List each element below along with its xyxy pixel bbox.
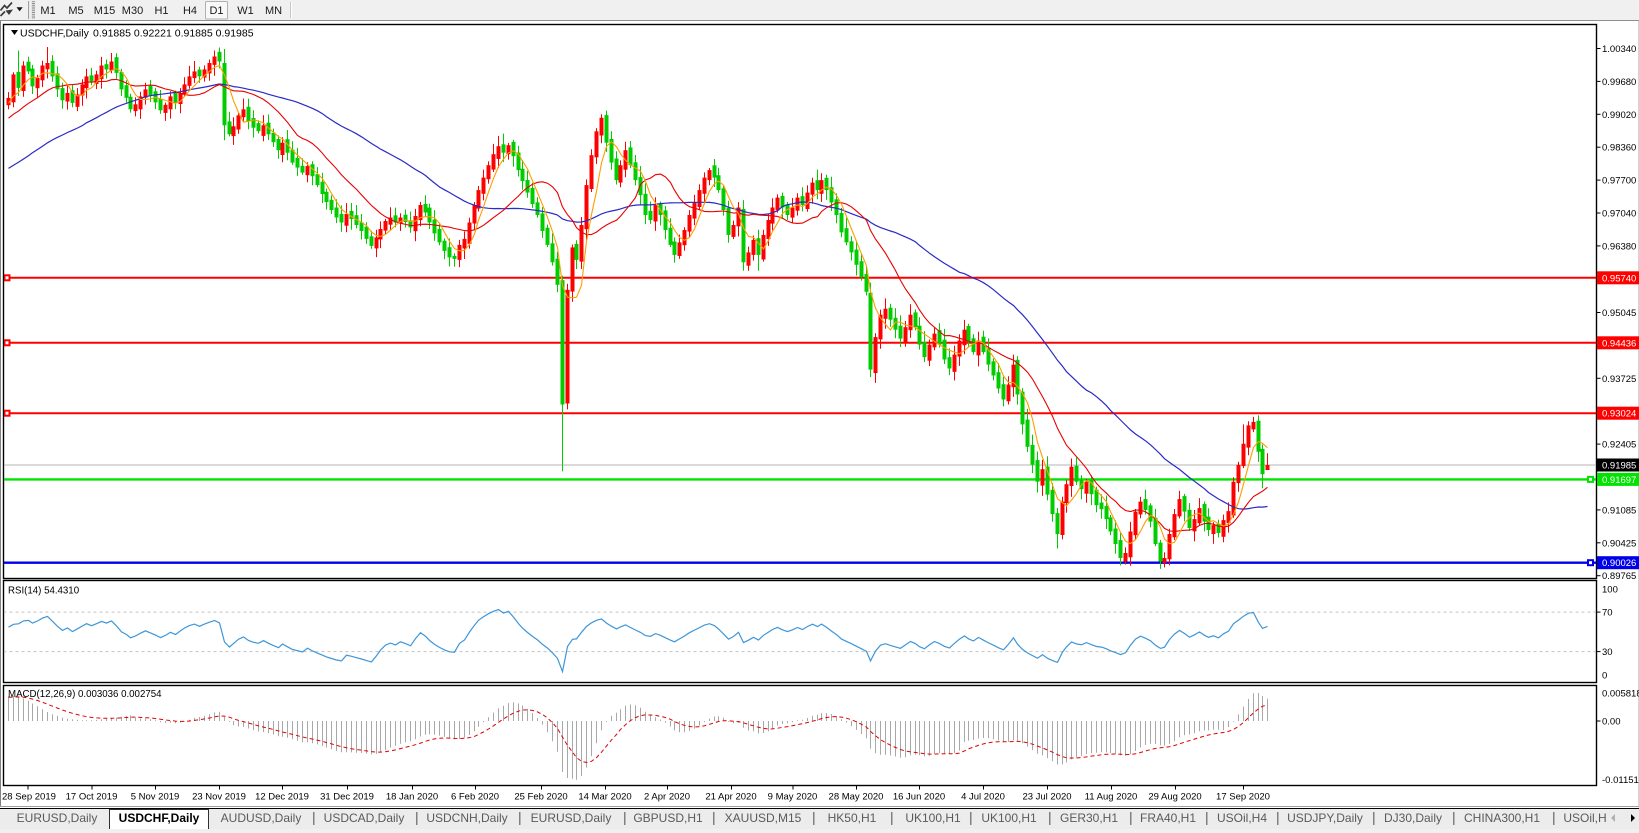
svg-text:USOil,H4: USOil,H4 [1217, 811, 1267, 825]
svg-text:-0.011514: -0.011514 [1602, 775, 1639, 786]
svg-text:GER30,H1: GER30,H1 [1060, 811, 1118, 825]
svg-text:9 May 2020: 9 May 2020 [768, 792, 818, 803]
svg-text:UK100,H1: UK100,H1 [981, 811, 1037, 825]
svg-text:30: 30 [1602, 647, 1613, 658]
svg-text:28 May 2020: 28 May 2020 [829, 792, 884, 803]
svg-text:16 Jun 2020: 16 Jun 2020 [893, 792, 945, 803]
svg-text:USDCNH,Daily: USDCNH,Daily [426, 811, 507, 825]
svg-text:DJ30,Daily: DJ30,Daily [1384, 811, 1442, 825]
svg-text:0.93725: 0.93725 [1602, 374, 1636, 385]
svg-text:0.00: 0.00 [1602, 716, 1621, 727]
svg-text:5 Nov 2019: 5 Nov 2019 [131, 792, 180, 803]
svg-text:11 Aug 2020: 11 Aug 2020 [1085, 792, 1138, 803]
svg-text:0.90425: 0.90425 [1602, 538, 1636, 549]
svg-text:21 Apr 2020: 21 Apr 2020 [705, 792, 756, 803]
svg-text:0.92405: 0.92405 [1602, 440, 1636, 451]
svg-text:0.91885 0.92221 0.91885 0.9198: 0.91885 0.92221 0.91885 0.91985 [93, 28, 254, 40]
svg-text:0.89765: 0.89765 [1602, 571, 1636, 582]
svg-text:H4: H4 [183, 5, 197, 17]
svg-text:70: 70 [1602, 608, 1613, 619]
svg-text:0.90026: 0.90026 [1602, 558, 1636, 569]
svg-text:0.97700: 0.97700 [1602, 176, 1636, 187]
svg-text:USDCAD,Daily: USDCAD,Daily [324, 811, 405, 825]
svg-text:0.99020: 0.99020 [1602, 110, 1636, 121]
svg-text:AUDUSD,Daily: AUDUSD,Daily [221, 811, 302, 825]
svg-text:0.91085: 0.91085 [1602, 505, 1636, 516]
svg-text:GBPUSD,H1: GBPUSD,H1 [633, 811, 703, 825]
svg-text:UK100,H1: UK100,H1 [905, 811, 961, 825]
svg-text:0.93024: 0.93024 [1602, 409, 1636, 420]
svg-text:USDCHF,Daily: USDCHF,Daily [119, 811, 200, 825]
svg-text:14 Mar 2020: 14 Mar 2020 [578, 792, 631, 803]
svg-text:0.94436: 0.94436 [1602, 338, 1636, 349]
svg-text:31 Dec 2019: 31 Dec 2019 [320, 792, 374, 803]
svg-text:29 Aug 2020: 29 Aug 2020 [1148, 792, 1201, 803]
svg-text:M15: M15 [94, 5, 115, 17]
svg-text:18 Jan 2020: 18 Jan 2020 [386, 792, 438, 803]
svg-text:EURUSD,Daily: EURUSD,Daily [17, 811, 98, 825]
svg-text:HK50,H1: HK50,H1 [828, 811, 877, 825]
svg-text:CHINA300,H1: CHINA300,H1 [1464, 811, 1540, 825]
svg-text:17 Sep 2020: 17 Sep 2020 [1216, 792, 1270, 803]
svg-text:D1: D1 [209, 5, 223, 17]
svg-text:0.96380: 0.96380 [1602, 241, 1636, 252]
svg-text:6 Feb 2020: 6 Feb 2020 [451, 792, 499, 803]
svg-text:23 Jul 2020: 23 Jul 2020 [1022, 792, 1071, 803]
svg-text:100: 100 [1602, 584, 1618, 595]
svg-text:0.91697: 0.91697 [1602, 475, 1636, 486]
svg-text:M1: M1 [40, 5, 55, 17]
svg-text:0.95740: 0.95740 [1602, 273, 1636, 284]
svg-text:25 Feb 2020: 25 Feb 2020 [514, 792, 567, 803]
svg-text:USDCHF,Daily: USDCHF,Daily [20, 28, 90, 40]
svg-text:MN: MN [265, 5, 282, 17]
svg-text:0.99680: 0.99680 [1602, 77, 1636, 88]
svg-text:0.91985: 0.91985 [1602, 461, 1636, 472]
svg-text:1.00340: 1.00340 [1602, 44, 1636, 55]
svg-text:12 Dec 2019: 12 Dec 2019 [255, 792, 309, 803]
svg-text:RSI(14) 54.4310: RSI(14) 54.4310 [8, 586, 80, 597]
svg-text:23 Nov 2019: 23 Nov 2019 [192, 792, 246, 803]
svg-text:USOil,H: USOil,H [1563, 811, 1606, 825]
svg-text:M5: M5 [68, 5, 83, 17]
svg-text:USDJPY,Daily: USDJPY,Daily [1287, 811, 1363, 825]
svg-text:0.005818: 0.005818 [1602, 688, 1639, 699]
svg-text:0.95045: 0.95045 [1602, 308, 1636, 319]
svg-text:M30: M30 [122, 5, 143, 17]
svg-text:4 Jul 2020: 4 Jul 2020 [961, 792, 1005, 803]
svg-text:0: 0 [1602, 671, 1607, 682]
svg-text:FRA40,H1: FRA40,H1 [1140, 811, 1196, 825]
svg-text:MACD(12,26,9) 0.003036 0.00275: MACD(12,26,9) 0.003036 0.002754 [8, 689, 162, 700]
svg-text:2 Apr 2020: 2 Apr 2020 [644, 792, 690, 803]
svg-text:H1: H1 [154, 5, 168, 17]
svg-text:W1: W1 [237, 5, 254, 17]
svg-text:0.97040: 0.97040 [1602, 209, 1636, 220]
svg-text:0.98360: 0.98360 [1602, 143, 1636, 154]
svg-text:28 Sep 2019: 28 Sep 2019 [2, 792, 56, 803]
svg-text:17 Oct 2019: 17 Oct 2019 [66, 792, 118, 803]
svg-text:EURUSD,Daily: EURUSD,Daily [531, 811, 612, 825]
svg-text:XAUUSD,M15: XAUUSD,M15 [725, 811, 802, 825]
